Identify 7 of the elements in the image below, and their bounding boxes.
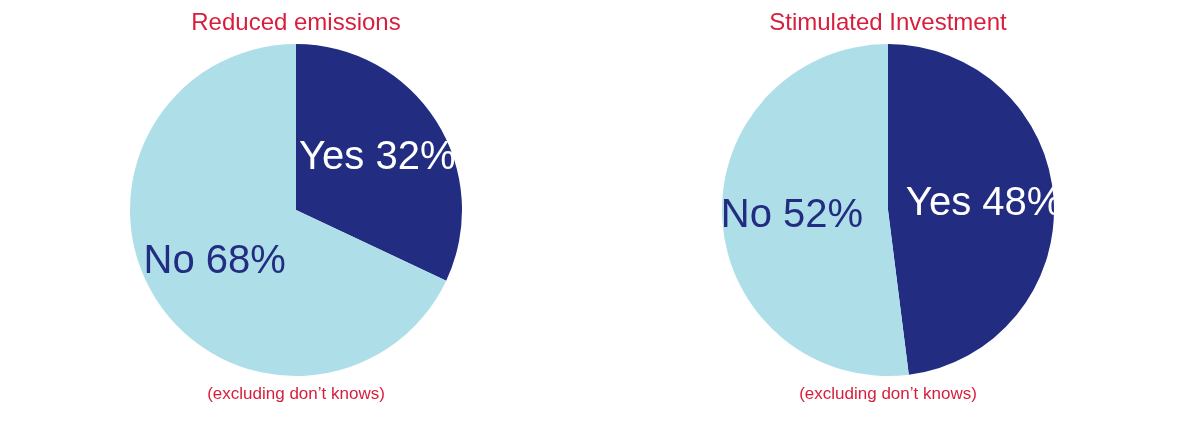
text: (excluding don’t knows) xyxy=(207,384,385,404)
text: (excluding don’t knows) xyxy=(799,384,977,404)
slice-label: No 68% xyxy=(143,236,286,281)
slice-label: Yes 32% xyxy=(299,133,456,178)
slice-label: No 52% xyxy=(720,191,864,236)
chart-title: Reduced emissions xyxy=(191,8,401,37)
chart-title: Stimulated Investment xyxy=(769,8,1007,37)
